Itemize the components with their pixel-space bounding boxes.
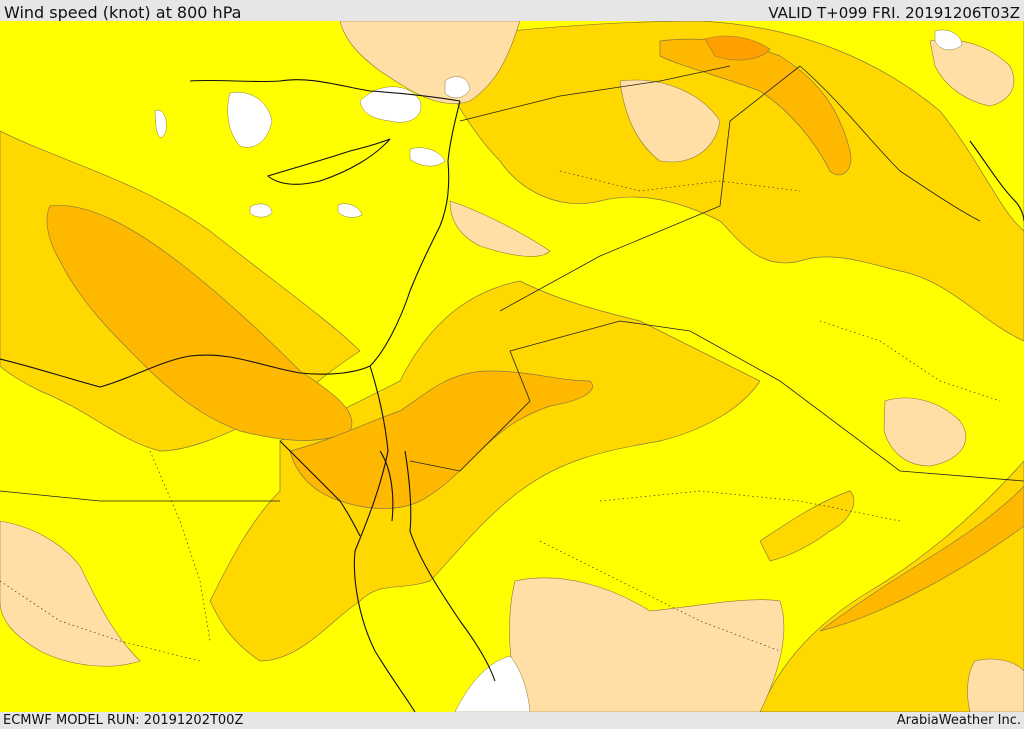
border-turkey-syria bbox=[459, 65, 731, 122]
coastline-red-sea-east bbox=[404, 450, 496, 682]
coastline-levant bbox=[369, 100, 461, 367]
model-run-label: ECMWF MODEL RUN: 20191202T00Z bbox=[3, 713, 244, 728]
header-bar: Wind speed (knot) at 800 hPa VALID T+099… bbox=[0, 0, 1024, 22]
province-line bbox=[539, 540, 781, 652]
border-jordan-saudi bbox=[409, 350, 531, 472]
credit-label: ArabiaWeather Inc. bbox=[896, 713, 1021, 728]
calm-cell-med-2 bbox=[337, 203, 363, 218]
calm-cell-aegean bbox=[227, 91, 273, 148]
chart-title: Wind speed (knot) at 800 hPa bbox=[4, 3, 242, 22]
province-boundaries bbox=[0, 170, 1001, 662]
map-canvas bbox=[0, 21, 1024, 712]
coastline-gulf-suez bbox=[279, 440, 361, 537]
band-orange-west bbox=[46, 205, 353, 441]
border-iraq-iran bbox=[799, 65, 981, 222]
border-syria-iraq bbox=[499, 65, 801, 312]
weather-map[interactable] bbox=[0, 21, 1024, 712]
border-egypt-sudan bbox=[0, 490, 280, 502]
coastline-red-sea-west bbox=[353, 365, 416, 712]
coastline-gulf-aqaba bbox=[379, 450, 394, 522]
band-peach-sudan bbox=[0, 520, 141, 667]
province-line bbox=[819, 320, 1001, 402]
band-peach-se-corner bbox=[967, 658, 1024, 712]
province-line bbox=[0, 580, 201, 662]
band-gold-patch bbox=[759, 490, 855, 562]
province-line bbox=[599, 490, 901, 522]
calm-cell-horn bbox=[454, 655, 531, 712]
band-gold-northeast bbox=[419, 21, 1024, 342]
calm-cell-crete bbox=[154, 109, 167, 138]
calm-cell-caspian bbox=[934, 29, 963, 51]
band-peach-iraq bbox=[619, 79, 721, 163]
footer-bar: ECMWF MODEL RUN: 20191202T00Z ArabiaWeat… bbox=[0, 712, 1024, 729]
band-peach-turkey bbox=[339, 21, 521, 104]
band-gold-central bbox=[209, 280, 761, 662]
band-peach-saudi bbox=[883, 397, 967, 467]
band-orange-central bbox=[289, 370, 593, 509]
band-dark-orange-cell bbox=[704, 35, 771, 61]
calm-cell-med-1 bbox=[249, 203, 273, 218]
calm-cell-turkey bbox=[359, 86, 422, 123]
valid-time: VALID T+099 FRI. 20191206T03Z bbox=[768, 4, 1020, 22]
border-layer bbox=[0, 65, 1024, 502]
calm-cell-turkey-east bbox=[444, 76, 471, 99]
province-line bbox=[559, 170, 801, 192]
border-saudi-iraq bbox=[509, 320, 1024, 482]
calm-cell-cyprus bbox=[409, 147, 446, 167]
coastline-cyprus bbox=[266, 138, 391, 185]
coastline-layer bbox=[0, 79, 1024, 712]
coastline-turkey-south bbox=[189, 79, 461, 102]
band-peach-iran bbox=[929, 39, 1015, 107]
band-peach-levant bbox=[449, 200, 551, 257]
coastline-north-africa bbox=[0, 354, 371, 388]
